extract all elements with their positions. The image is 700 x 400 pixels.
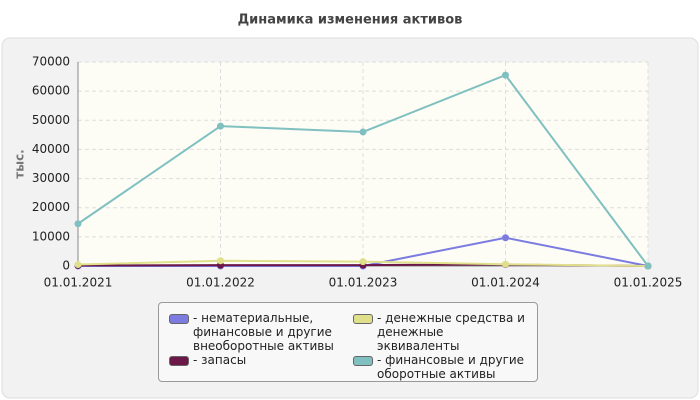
- point: [644, 262, 652, 270]
- y-tick-label: 50000: [32, 113, 70, 127]
- chart-title: Динамика изменения активов: [238, 13, 463, 28]
- legend-swatch: [353, 314, 373, 324]
- point: [217, 257, 224, 265]
- legend-swatch: [169, 314, 189, 324]
- point: [502, 260, 509, 268]
- legend: нематериальные, финансовые и другие внео…: [158, 302, 538, 382]
- point: [359, 258, 367, 266]
- legend-item: запасы: [169, 353, 353, 367]
- point: [502, 71, 509, 79]
- legend-swatch: [169, 356, 189, 366]
- x-tick-label: 01.01.2025: [614, 276, 683, 290]
- legend-item: денежные средства и денежные эквиваленты: [353, 311, 537, 353]
- y-tick-label: 30000: [32, 171, 70, 185]
- y-axis-label: тыс.: [13, 149, 27, 178]
- y-tick-label: 40000: [32, 142, 70, 156]
- x-tick-label: 01.01.2024: [471, 276, 540, 290]
- legend-label: финансовые и другие оборотные активы: [377, 353, 527, 381]
- point: [359, 128, 367, 136]
- x-tick-label: 01.01.2023: [329, 276, 398, 290]
- x-tick-label: 01.01.2021: [44, 276, 113, 290]
- point: [217, 122, 224, 130]
- y-tick-label: 60000: [32, 84, 70, 98]
- y-tick-label: 0: [62, 259, 70, 273]
- legend-label: нематериальные, финансовые и другие внео…: [193, 311, 343, 353]
- y-tick-label: 70000: [32, 55, 70, 69]
- legend-label: запасы: [193, 353, 343, 367]
- y-tick-label: 20000: [32, 200, 70, 214]
- legend-swatch: [353, 356, 373, 366]
- point: [502, 234, 509, 242]
- y-tick-label: 10000: [32, 229, 70, 243]
- legend-item: нематериальные, финансовые и другие внео…: [169, 311, 353, 353]
- point: [74, 261, 82, 269]
- legend-label: денежные средства и денежные эквиваленты: [377, 311, 527, 353]
- x-tick-label: 01.01.2022: [186, 276, 255, 290]
- point: [74, 220, 82, 228]
- legend-item: финансовые и другие оборотные активы: [353, 353, 537, 381]
